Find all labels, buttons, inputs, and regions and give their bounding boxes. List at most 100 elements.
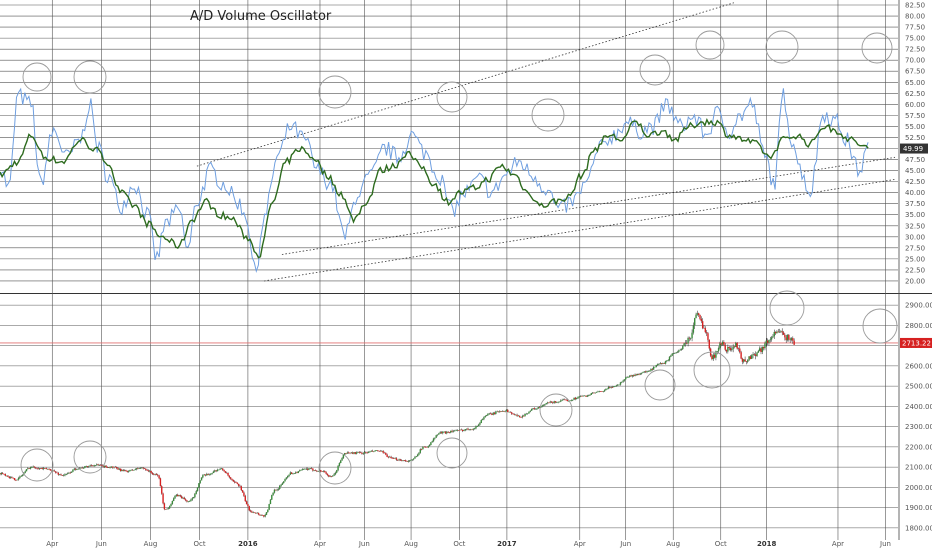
price-candle-body <box>256 512 258 514</box>
price-candle-body <box>737 348 740 350</box>
price-candle-body <box>292 473 294 475</box>
highlight-circle <box>862 308 898 344</box>
price-candle-body <box>764 343 766 349</box>
price-candle-body <box>610 387 612 388</box>
price-candle-body <box>509 411 512 413</box>
price-candle-body <box>9 477 12 479</box>
price-candle-body <box>283 481 285 484</box>
x-tick-label: Apr <box>832 540 844 548</box>
price-candle-body <box>351 452 354 454</box>
price-candle-body <box>81 467 83 469</box>
x-tick-label: Apr <box>314 540 326 548</box>
price-candle-body <box>27 468 29 470</box>
price-candle-body <box>476 426 478 427</box>
price-candle-body <box>717 348 720 352</box>
price-candle-body <box>589 394 591 396</box>
price-candle-body <box>373 451 375 452</box>
price-candle-body <box>565 399 567 401</box>
price-candle-body <box>683 343 685 347</box>
price-y-tick-label: 1900.00 <box>905 504 932 512</box>
osc-y-tick-label: 22.50 <box>905 266 925 274</box>
price-candle-body <box>272 492 274 496</box>
x-tick-label: Aug <box>144 540 158 548</box>
price-candle-body <box>766 340 769 343</box>
price-candle-body <box>704 328 707 333</box>
price-candle-body <box>522 415 525 417</box>
price-candle-body <box>206 473 208 476</box>
price-candle-body <box>259 514 261 516</box>
price-candle-body <box>196 487 199 492</box>
price-candle-body <box>310 468 313 469</box>
price-candle-body <box>525 413 528 415</box>
price-candle-body <box>529 410 532 412</box>
osc-y-tick-label: 42.50 <box>905 178 925 186</box>
price-candle-body <box>540 406 542 408</box>
price-candle-body <box>480 419 482 424</box>
price-candle-body <box>428 444 431 447</box>
price-candle-body <box>716 351 718 352</box>
price-candle-body <box>786 334 789 341</box>
price-candle-body <box>528 411 530 414</box>
price-candle-body <box>345 453 347 454</box>
price-y-tick-label: 2300.00 <box>905 423 932 431</box>
price-candle-body <box>558 401 561 403</box>
price-candle-body <box>237 483 240 486</box>
price-candle-body <box>340 460 342 464</box>
highlight-circles-layer <box>20 30 898 485</box>
price-candle-body <box>427 446 429 448</box>
price-candle-body <box>664 361 667 364</box>
price-candle-body <box>444 431 447 434</box>
price-candle-body <box>40 468 42 469</box>
price-candle-body <box>654 366 656 368</box>
price-candle-body <box>694 318 696 326</box>
osc-y-tick-label: 77.50 <box>905 24 925 32</box>
price-candle-body <box>247 504 249 507</box>
price-candle-body <box>280 484 282 486</box>
price-candle-body <box>627 377 630 378</box>
price-candle-body <box>678 350 680 352</box>
price-candle-body <box>587 395 590 397</box>
price-candle-body <box>58 474 61 475</box>
price-candle-body <box>77 468 79 470</box>
trend-channel-line <box>281 156 896 255</box>
price-candle-body <box>179 495 182 497</box>
price-candle-body <box>708 339 710 349</box>
price-candle-body <box>244 495 246 502</box>
price-candle-body <box>606 388 608 390</box>
price-candle-body <box>659 363 661 365</box>
price-candle-body <box>273 489 276 493</box>
price-candle-body <box>422 446 424 450</box>
price-candle-body <box>394 458 396 459</box>
price-candle-body <box>621 381 623 383</box>
price-candle-body <box>782 332 785 335</box>
price-candle-body <box>423 446 425 448</box>
price-candle-body <box>541 405 543 407</box>
osc-last-value-label: 49.99 <box>903 145 923 153</box>
price-candle-body <box>761 346 764 352</box>
price-candle-body <box>314 470 317 471</box>
highlight-circle <box>639 54 671 86</box>
osc-y-tick-label: 27.50 <box>905 244 925 252</box>
price-candle-body <box>149 470 151 472</box>
price-candle-body <box>223 469 225 472</box>
price-candle-body <box>637 373 639 376</box>
price-candle-body <box>264 514 266 517</box>
highlight-circle <box>765 30 799 64</box>
osc-y-tick-label: 80.00 <box>905 13 925 21</box>
price-candle-body <box>72 469 74 472</box>
price-candle-body <box>768 339 770 343</box>
price-candle-body <box>472 428 475 430</box>
price-candle-body <box>183 497 185 500</box>
price-candle-body <box>568 400 570 402</box>
price-candle-body <box>288 474 290 477</box>
price-candle-body <box>178 495 180 497</box>
price-candle-body <box>757 350 760 353</box>
price-candle-body <box>601 391 603 393</box>
price-candle-body <box>770 337 773 340</box>
price-candle-body <box>12 477 14 479</box>
price-candle-body <box>550 401 553 403</box>
price-candle-body <box>191 498 193 500</box>
price-candle-body <box>90 465 93 466</box>
price-candle-body <box>17 477 20 480</box>
price-candle-body <box>207 473 209 475</box>
